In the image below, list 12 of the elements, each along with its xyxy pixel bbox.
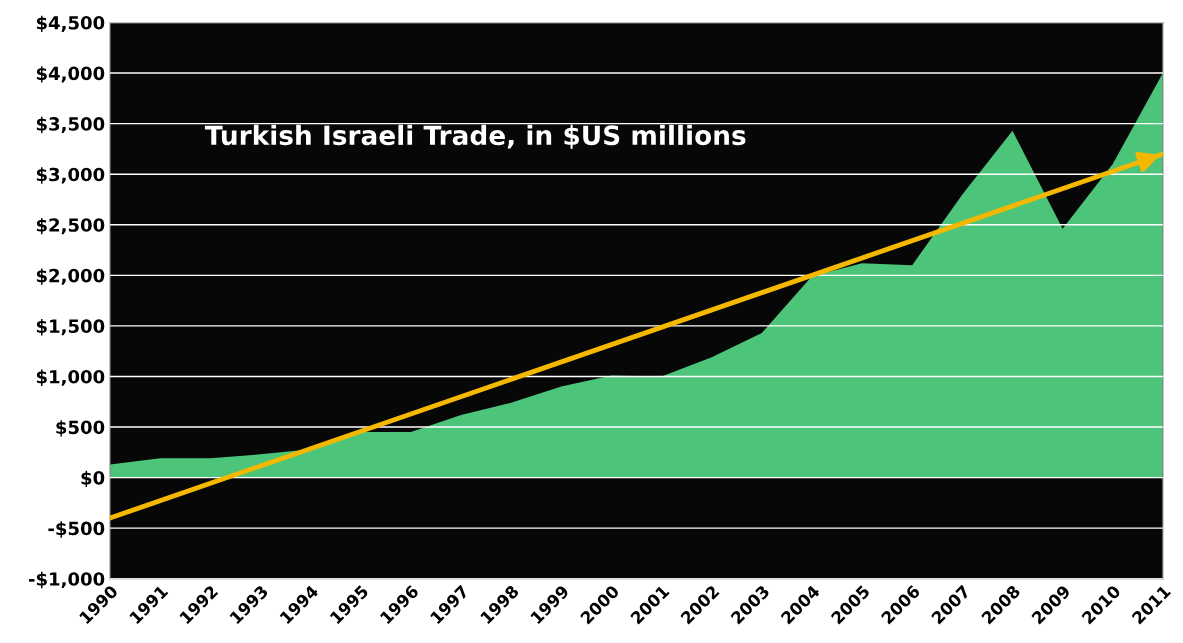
y-tick-label: $3,500 bbox=[36, 116, 105, 134]
y-tick-label: $500 bbox=[56, 420, 105, 437]
y-tick-label: $4,500 bbox=[36, 15, 105, 33]
y-tick-label: $0 bbox=[81, 470, 105, 488]
y-tick-label: $3,000 bbox=[36, 167, 105, 184]
y-tick-label: $4,000 bbox=[36, 66, 105, 83]
text: Turkish Israeli Trade, in $US millions bbox=[204, 124, 746, 149]
y-tick-label: -$500 bbox=[48, 521, 105, 538]
y-tick-label: $1,500 bbox=[36, 319, 105, 336]
y-tick-label: $2,500 bbox=[36, 217, 105, 235]
y-tick-label: $2,000 bbox=[36, 268, 105, 285]
y-tick-label: $1,000 bbox=[36, 369, 105, 386]
